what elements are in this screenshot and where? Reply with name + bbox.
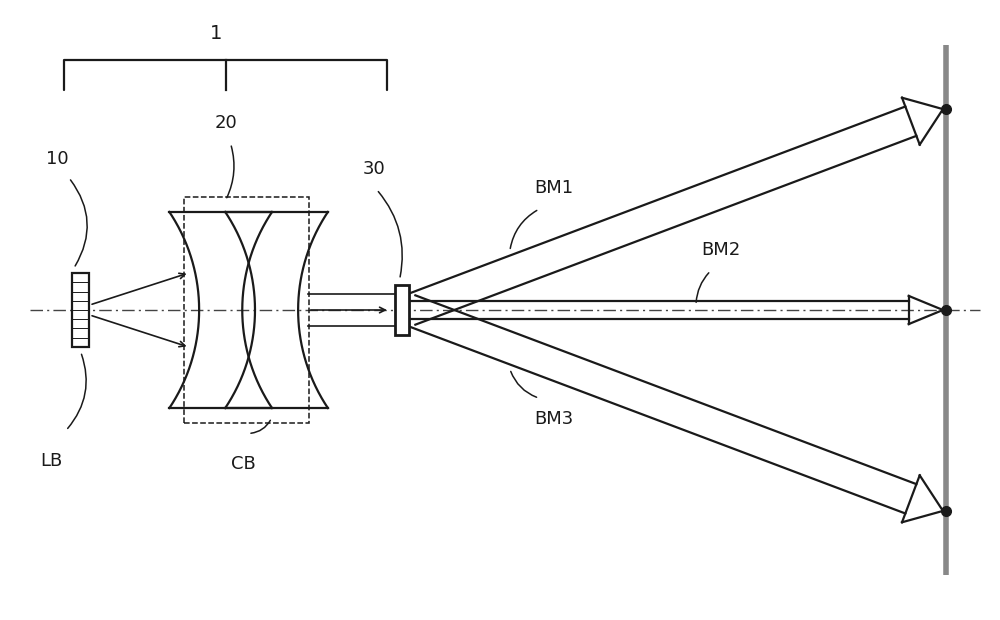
Bar [184,197,309,423]
Text: LB: LB [40,452,62,470]
Text: BM3: BM3 [534,410,574,428]
Text: BM1: BM1 [534,179,573,197]
Text: CB: CB [231,455,256,473]
Bar [72,273,89,347]
Text: BM2: BM2 [701,241,740,259]
Text: 1: 1 [210,24,222,43]
Text: 10: 10 [46,150,68,168]
Text: 20: 20 [214,113,237,131]
Text: 30: 30 [363,160,386,178]
Bar [395,285,409,335]
